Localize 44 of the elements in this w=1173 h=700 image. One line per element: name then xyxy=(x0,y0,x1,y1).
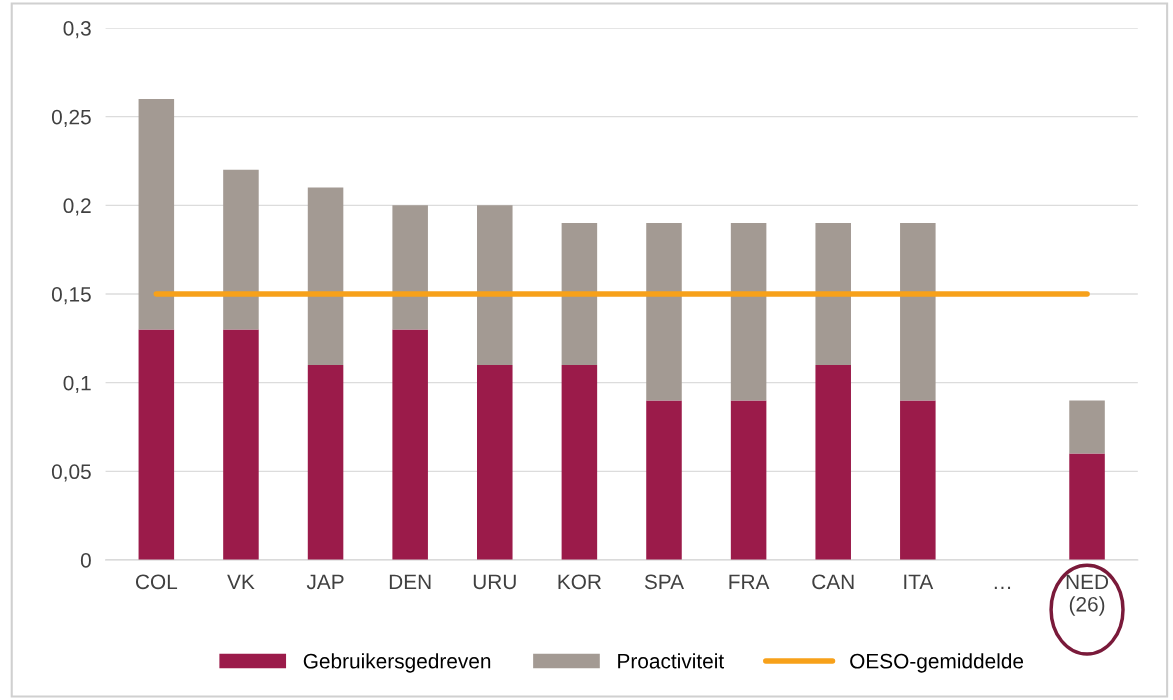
y-tick-label: 0,15 xyxy=(51,287,91,305)
x-tick-label: NED (26) xyxy=(1066,574,1109,616)
y-tick-label: 0 xyxy=(80,553,91,568)
bar xyxy=(730,400,767,560)
x-tick-label: VK xyxy=(227,574,255,589)
x-tick-label: JAP xyxy=(306,574,344,590)
bar xyxy=(815,364,851,560)
y-tick-label: 0,3 xyxy=(63,21,91,39)
bar xyxy=(477,364,513,560)
bar xyxy=(900,223,936,401)
x-tick-label: SPA xyxy=(644,574,685,590)
bar xyxy=(646,400,682,560)
legend-label: Gebruikersgedreven xyxy=(303,653,491,673)
legend-label: Proactiviteit xyxy=(618,653,724,669)
y-tick-label: 0,1 xyxy=(63,375,91,393)
legend-label: OESO-gemiddelde xyxy=(850,653,1024,673)
bar xyxy=(1069,453,1105,560)
bar xyxy=(392,329,428,560)
x-tick-label: DEN xyxy=(389,574,431,589)
y-tick-label: 0,25 xyxy=(51,109,91,127)
x-tick-label: ITA xyxy=(904,574,934,589)
bar xyxy=(223,329,259,560)
y-tick-label: 0,05 xyxy=(51,464,91,482)
bar xyxy=(730,223,767,401)
bar xyxy=(900,400,936,560)
x-tick-label: COL xyxy=(135,574,178,590)
bar xyxy=(307,364,344,560)
bar xyxy=(138,329,175,560)
y-tick-label: 0,2 xyxy=(63,198,91,216)
bar xyxy=(392,205,428,330)
x-tick-label: CAN xyxy=(812,574,854,590)
x-tick-label: URU xyxy=(473,574,516,590)
bar xyxy=(646,223,682,401)
x-tick-label: FRA xyxy=(729,574,770,589)
bar xyxy=(138,98,175,330)
bar xyxy=(1069,400,1105,454)
x-tick-label: … xyxy=(994,586,1011,589)
bar xyxy=(307,187,344,365)
bar xyxy=(223,169,259,330)
bar xyxy=(815,223,851,365)
bar xyxy=(561,223,598,365)
bar xyxy=(477,205,513,365)
bar xyxy=(561,364,598,560)
x-tick-label: KOR xyxy=(558,574,601,590)
